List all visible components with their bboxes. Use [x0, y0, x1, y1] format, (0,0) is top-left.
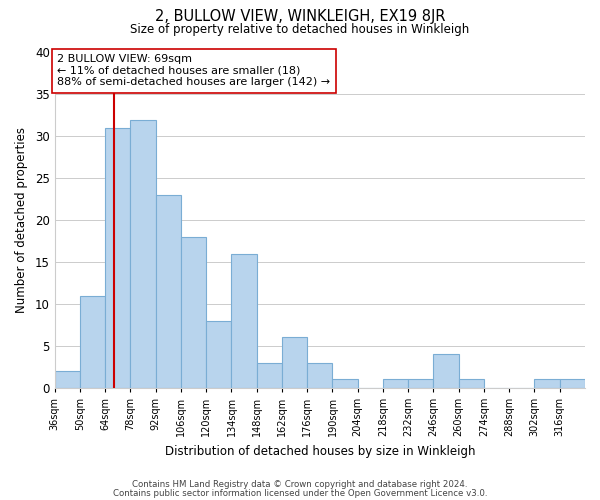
Bar — [181, 237, 206, 388]
X-axis label: Distribution of detached houses by size in Winkleigh: Distribution of detached houses by size … — [164, 444, 475, 458]
Text: Size of property relative to detached houses in Winkleigh: Size of property relative to detached ho… — [130, 22, 470, 36]
Bar — [459, 380, 484, 388]
Text: 2, BULLOW VIEW, WINKLEIGH, EX19 8JR: 2, BULLOW VIEW, WINKLEIGH, EX19 8JR — [155, 9, 445, 24]
Bar — [282, 338, 307, 388]
Bar — [257, 362, 282, 388]
Bar — [408, 380, 433, 388]
Bar — [560, 380, 585, 388]
Bar — [55, 371, 80, 388]
Bar — [80, 296, 105, 388]
Bar — [232, 254, 257, 388]
Bar — [535, 380, 560, 388]
Text: Contains HM Land Registry data © Crown copyright and database right 2024.: Contains HM Land Registry data © Crown c… — [132, 480, 468, 489]
Y-axis label: Number of detached properties: Number of detached properties — [15, 127, 28, 313]
Bar — [206, 320, 232, 388]
Bar — [155, 195, 181, 388]
Bar — [105, 128, 130, 388]
Bar — [332, 380, 358, 388]
Bar — [130, 120, 155, 388]
Bar — [383, 380, 408, 388]
Text: 2 BULLOW VIEW: 69sqm
← 11% of detached houses are smaller (18)
88% of semi-detac: 2 BULLOW VIEW: 69sqm ← 11% of detached h… — [58, 54, 331, 88]
Text: Contains public sector information licensed under the Open Government Licence v3: Contains public sector information licen… — [113, 488, 487, 498]
Bar — [307, 362, 332, 388]
Bar — [433, 354, 459, 388]
